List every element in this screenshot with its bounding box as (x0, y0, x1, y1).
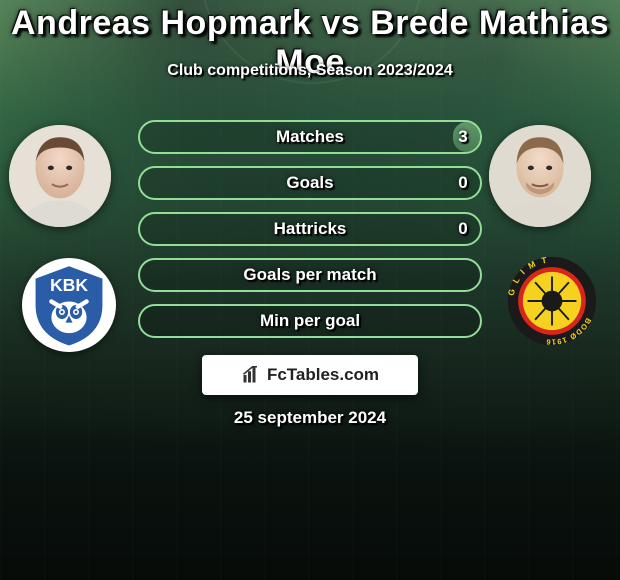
stat-label: Min per goal (174, 311, 446, 331)
player-left-avatar (9, 125, 111, 227)
stat-row-goals: Goals 0 (138, 166, 482, 200)
brand-badge: FcTables.com (202, 355, 418, 395)
subtitle: Club competitions, Season 2023/2024 (0, 62, 620, 80)
club-right-badge: G L I M T BODØ 1916 (505, 254, 599, 348)
comparison-card: Andreas Hopmark vs Brede Mathias Moe Clu… (0, 0, 620, 580)
club-left-code: KBK (50, 275, 88, 295)
stat-row-matches: Matches 3 (138, 120, 482, 154)
stat-label: Hattricks (174, 219, 446, 239)
bar-chart-icon (241, 366, 261, 384)
stat-row-min-per-goal: Min per goal (138, 304, 482, 338)
stat-right-value: 0 (446, 173, 480, 193)
date-text: 25 september 2024 (0, 408, 620, 428)
player-right-avatar (489, 125, 591, 227)
stats-bars: Matches 3 Goals 0 Hattricks 0 Goals per … (138, 120, 482, 350)
stat-label: Goals (174, 173, 446, 193)
stat-label: Goals per match (174, 265, 446, 285)
stat-right-value: 3 (446, 127, 480, 147)
stat-row-hattricks: Hattricks 0 (138, 212, 482, 246)
stat-right-value: 0 (446, 219, 480, 239)
stat-label: Matches (174, 127, 446, 147)
brand-text: FcTables.com (267, 365, 379, 385)
stat-row-goals-per-match: Goals per match (138, 258, 482, 292)
club-left-badge: KBK (22, 258, 116, 352)
